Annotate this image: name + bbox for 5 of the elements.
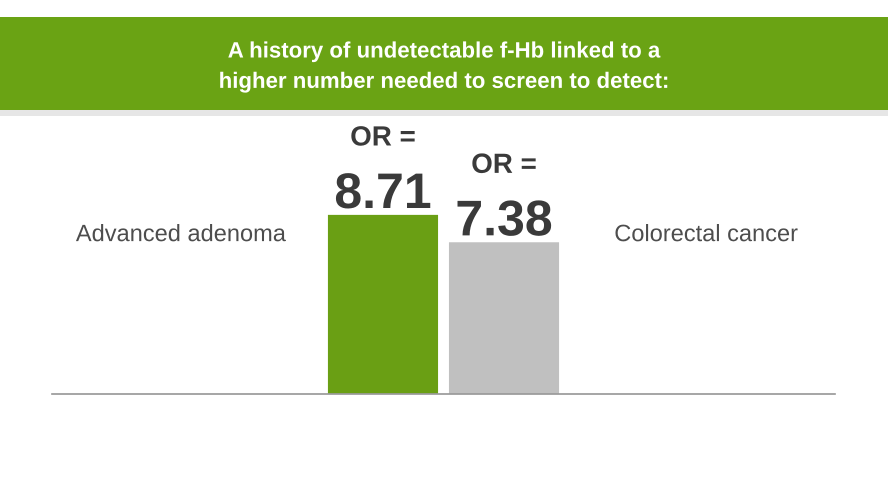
- x-tick-label: Advanced adenoma: [76, 224, 286, 242]
- data-label: OR = 8.71: [336, 126, 430, 208]
- x-tick-label: Colorectal cancer: [615, 224, 798, 242]
- data-label: OR = 7.38: [458, 153, 552, 236]
- chart-title: A history of undetectable f-Hb linked to a higher number needed to screen to detect:: [220, 41, 668, 93]
